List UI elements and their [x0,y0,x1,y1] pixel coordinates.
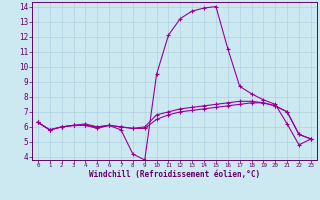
X-axis label: Windchill (Refroidissement éolien,°C): Windchill (Refroidissement éolien,°C) [89,170,260,179]
